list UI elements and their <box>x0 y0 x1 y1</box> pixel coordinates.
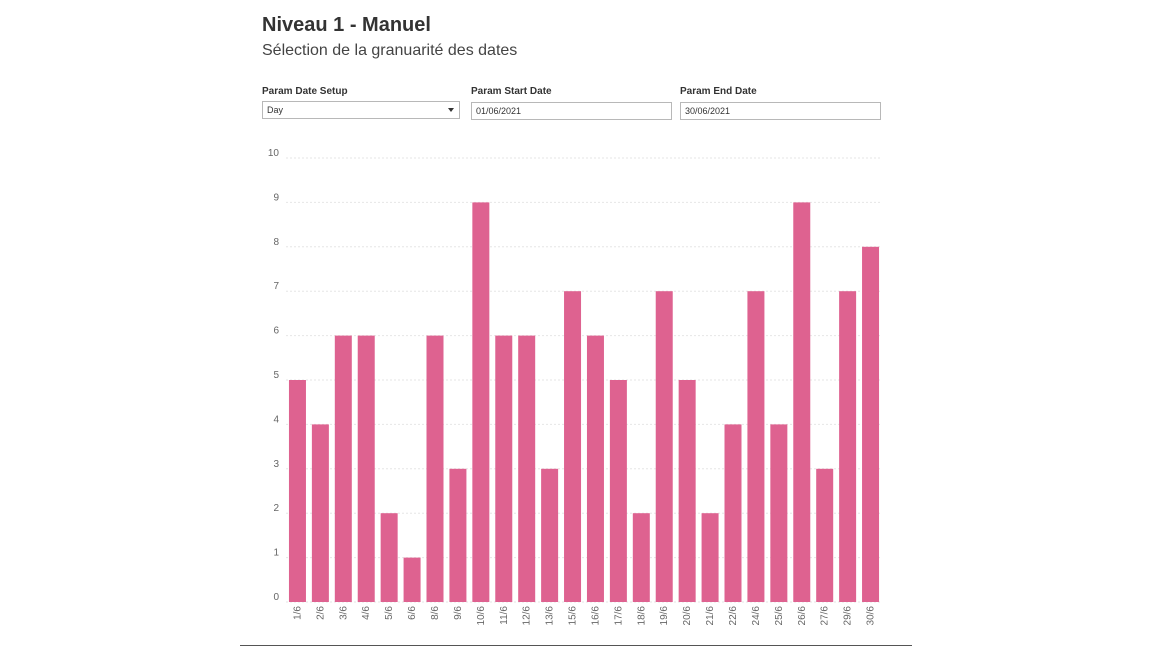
x-tick-label: 21/6 <box>705 606 716 626</box>
bar-11-6[interactable] <box>495 335 513 602</box>
x-tick-label: 29/6 <box>843 606 854 626</box>
param-end-date-label: Param End Date <box>680 86 757 97</box>
y-tick-label: 8 <box>273 237 279 248</box>
x-tick-label: 4/6 <box>361 606 372 620</box>
bar-6-6[interactable] <box>403 557 421 602</box>
x-tick-label: 2/6 <box>315 606 326 620</box>
end-date-input[interactable] <box>680 102 881 120</box>
y-tick-label: 2 <box>273 503 279 514</box>
param-start-date-label: Param Start Date <box>471 86 552 97</box>
y-tick-label: 6 <box>273 326 279 337</box>
x-tick-label: 13/6 <box>545 606 556 626</box>
param-end-date: Param End Date <box>680 86 881 120</box>
bar-10-6[interactable] <box>472 202 490 602</box>
x-tick-label: 15/6 <box>568 606 579 626</box>
bar-26-6[interactable] <box>793 202 811 602</box>
bars <box>288 202 880 603</box>
x-tick-label: 1/6 <box>292 606 303 620</box>
x-tick-label: 26/6 <box>797 606 808 626</box>
y-tick-label: 10 <box>268 148 280 159</box>
y-tick-label: 1 <box>273 548 279 559</box>
gridlines <box>286 157 882 603</box>
x-tick-label: 24/6 <box>751 606 762 626</box>
start-date-input[interactable] <box>471 102 672 120</box>
bar-3-6[interactable] <box>334 335 352 602</box>
y-tick-label: 7 <box>273 281 279 292</box>
x-tick-label: 11/6 <box>499 606 510 625</box>
x-tick-label: 20/6 <box>682 606 693 626</box>
bar-20-6[interactable] <box>678 380 696 602</box>
x-tick-label: 6/6 <box>407 606 418 620</box>
x-tick-label: 5/6 <box>384 606 395 620</box>
x-tick-label: 17/6 <box>613 606 624 626</box>
y-tick-label: 5 <box>273 370 279 381</box>
bar-24-6[interactable] <box>747 291 765 602</box>
bar-22-6[interactable] <box>724 424 742 602</box>
bar-15-6[interactable] <box>564 291 582 602</box>
x-axis: 1/6 2/6 3/6 4/6 5/6 6/6 8/6 9/6 10/6 11/6 12/6 13/6… <box>292 606 876 626</box>
bar-17-6[interactable] <box>609 380 627 602</box>
x-tick-label: 30/6 <box>866 606 877 626</box>
x-tick-label: 22/6 <box>728 606 739 626</box>
bar-21-6[interactable] <box>701 513 719 602</box>
bar-30-6[interactable] <box>862 246 880 603</box>
bottom-divider <box>240 645 912 646</box>
bar-13-6[interactable] <box>541 468 559 602</box>
bar-2-6[interactable] <box>311 424 329 602</box>
y-tick-label: 3 <box>273 459 279 470</box>
bar-1-6[interactable] <box>288 380 306 602</box>
y-tick-label: 9 <box>273 192 279 203</box>
x-tick-label: 25/6 <box>774 606 785 626</box>
y-tick-label: 0 <box>273 592 279 603</box>
bar-19-6[interactable] <box>655 291 673 602</box>
param-date-setup: Param Date Setup Day <box>262 86 460 119</box>
bar-5-6[interactable] <box>380 513 398 602</box>
bar-chart: 0 1 2 3 4 5 6 7 8 9 10 1/6 2/6 3/6 4/6 5/6 6/6 8/6 9/6 10/… <box>268 148 882 626</box>
bar-18-6[interactable] <box>632 513 650 602</box>
x-tick-label: 16/6 <box>590 606 601 626</box>
param-date-setup-label: Param Date Setup <box>262 86 348 97</box>
bar-8-6[interactable] <box>426 335 444 602</box>
x-tick-label: 8/6 <box>430 606 441 620</box>
bar-27-6[interactable] <box>816 468 834 602</box>
page-subtitle: Sélection de la granuarité des dates <box>262 42 518 59</box>
y-tick-label: 4 <box>273 414 279 425</box>
y-axis: 0 1 2 3 4 5 6 7 8 9 10 <box>268 148 280 603</box>
date-setup-value: Day <box>267 105 284 115</box>
x-tick-label: 12/6 <box>522 606 533 626</box>
bar-29-6[interactable] <box>839 291 857 602</box>
x-tick-label: 18/6 <box>636 606 647 626</box>
page-title: Niveau 1 - Manuel <box>262 14 431 36</box>
bar-9-6[interactable] <box>449 468 467 602</box>
bar-4-6[interactable] <box>357 335 375 602</box>
chevron-down-icon[interactable] <box>448 108 454 112</box>
bar-25-6[interactable] <box>770 424 788 602</box>
x-tick-label: 9/6 <box>453 606 464 620</box>
x-tick-label: 3/6 <box>338 606 349 620</box>
param-start-date: Param Start Date <box>471 86 672 120</box>
bar-12-6[interactable] <box>518 335 536 602</box>
x-tick-label: 19/6 <box>659 606 670 626</box>
x-tick-label: 10/6 <box>476 606 487 626</box>
bar-16-6[interactable] <box>586 335 604 602</box>
x-tick-label: 27/6 <box>820 606 831 626</box>
date-setup-dropdown[interactable]: Day <box>262 101 460 119</box>
